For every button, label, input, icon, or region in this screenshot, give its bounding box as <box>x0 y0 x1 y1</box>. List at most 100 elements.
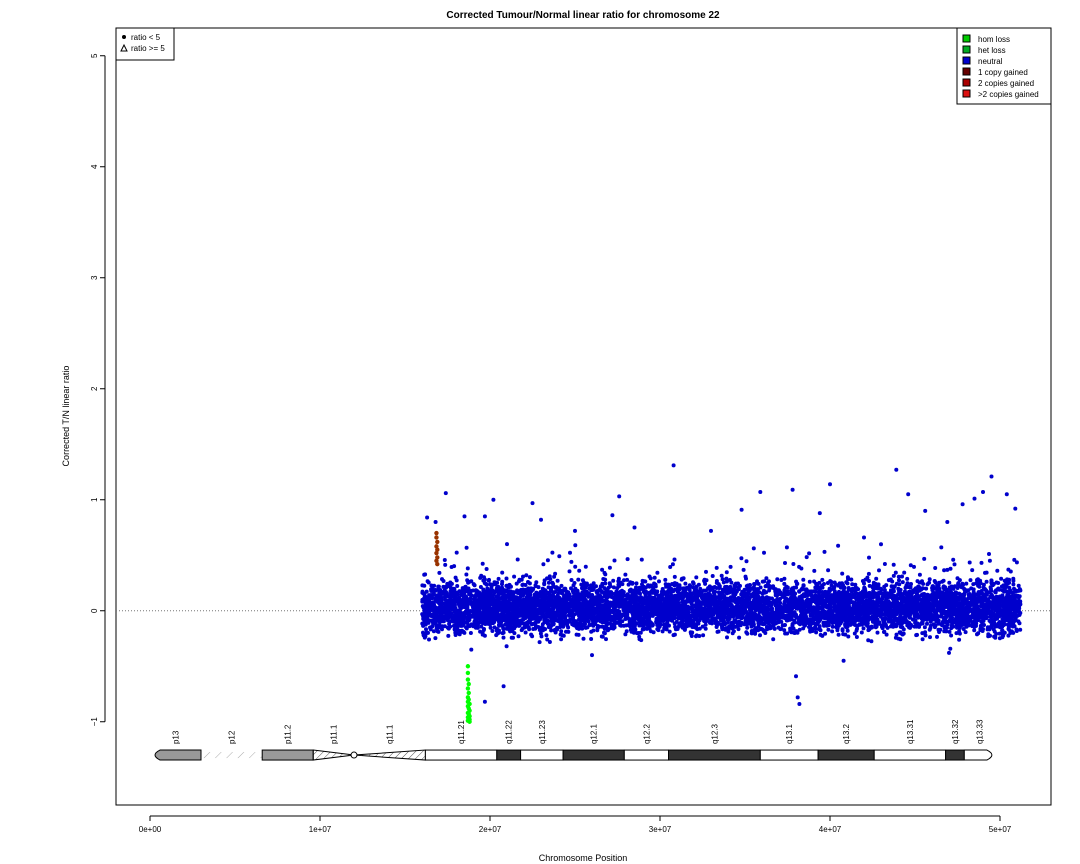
data-point <box>845 628 850 633</box>
data-point <box>725 620 730 625</box>
data-point <box>1001 633 1006 638</box>
data-point <box>897 582 902 587</box>
data-point <box>662 626 667 631</box>
data-point <box>623 632 628 637</box>
data-point <box>955 576 960 581</box>
data-point <box>545 637 550 642</box>
data-point <box>446 633 451 638</box>
data-point <box>663 577 668 582</box>
data-point <box>783 561 787 565</box>
data-point <box>561 596 566 601</box>
data-point <box>830 629 835 634</box>
data-point <box>620 582 625 587</box>
data-point <box>722 594 727 599</box>
data-point <box>671 633 676 638</box>
data-point <box>963 630 968 635</box>
data-point <box>902 603 907 608</box>
data-point <box>875 586 880 591</box>
data-point <box>433 636 438 641</box>
data-point <box>729 580 734 585</box>
data-point <box>852 631 857 636</box>
data-point <box>436 587 441 592</box>
data-point <box>548 577 553 582</box>
data-point <box>600 634 605 639</box>
data-point <box>639 638 644 643</box>
data-point <box>694 575 699 580</box>
data-point <box>974 623 978 628</box>
data-point <box>735 615 740 620</box>
data-point <box>949 624 954 629</box>
data-point <box>993 624 998 629</box>
data-point <box>468 591 473 596</box>
data-point <box>947 629 952 634</box>
data-point <box>844 580 849 585</box>
data-point <box>609 626 614 631</box>
data-point <box>967 560 972 565</box>
data-point <box>900 574 904 579</box>
data-point <box>464 545 469 550</box>
data-point <box>641 627 646 632</box>
data-point <box>879 587 884 592</box>
data-point <box>782 628 787 633</box>
data-point <box>861 626 866 631</box>
data-point <box>900 580 905 585</box>
data-point <box>968 618 973 623</box>
data-point <box>520 626 525 631</box>
data-point <box>923 633 928 638</box>
data-point <box>791 562 796 566</box>
data-point <box>647 618 652 623</box>
data-points <box>420 463 1023 724</box>
data-point <box>1002 578 1007 583</box>
data-point <box>970 623 975 627</box>
data-point <box>808 628 813 633</box>
data-point <box>835 628 840 633</box>
data-point <box>769 606 774 611</box>
data-point <box>813 589 818 594</box>
data-point <box>898 587 903 592</box>
data-point <box>745 625 750 630</box>
data-point <box>423 572 428 577</box>
data-point <box>945 567 950 572</box>
data-point <box>719 596 723 600</box>
data-point <box>853 582 858 587</box>
data-point <box>541 562 546 567</box>
data-point <box>600 567 605 572</box>
data-point <box>968 578 973 583</box>
data-point <box>866 638 871 643</box>
data-point <box>979 560 984 565</box>
data-point <box>511 591 516 596</box>
data-point <box>823 631 828 636</box>
data-point <box>762 550 766 555</box>
data-point <box>996 581 1001 585</box>
data-point <box>516 634 521 639</box>
data-point <box>917 605 922 610</box>
data-point <box>922 556 927 561</box>
data-point <box>569 586 573 591</box>
data-point <box>826 627 831 632</box>
data-point <box>831 619 836 624</box>
data-point <box>995 568 1000 573</box>
data-point <box>639 557 644 562</box>
data-point <box>628 627 633 632</box>
data-point <box>490 629 495 633</box>
data-point <box>504 644 509 649</box>
data-point <box>870 625 874 630</box>
data-point <box>482 627 486 631</box>
data-point <box>435 629 440 634</box>
data-point <box>552 574 557 579</box>
data-point <box>880 602 885 607</box>
data-point <box>840 627 845 632</box>
data-point <box>471 614 476 619</box>
data-point <box>801 577 806 582</box>
data-point <box>424 589 429 594</box>
data-point <box>454 550 459 555</box>
data-point <box>672 557 677 562</box>
data-point <box>1016 583 1021 588</box>
data-point <box>924 586 929 591</box>
data-point <box>672 574 677 579</box>
data-point <box>547 640 552 644</box>
data-point <box>638 591 642 596</box>
data-point <box>721 580 726 585</box>
data-point <box>719 573 724 578</box>
data-point <box>797 595 802 600</box>
